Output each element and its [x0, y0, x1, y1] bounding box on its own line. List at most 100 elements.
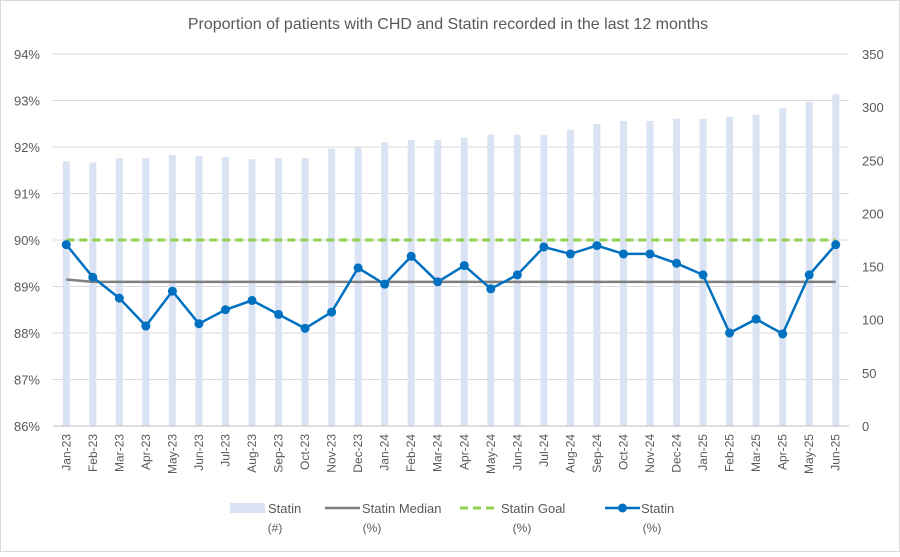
- legend: Statin (#) Statin Median (%) Statin Goal (%) S…: [230, 501, 674, 535]
- legend-unit: (%): [643, 521, 662, 535]
- bar: [646, 120, 654, 427]
- statin-point: [247, 295, 257, 305]
- y-right-tick-label: 300: [862, 100, 884, 115]
- x-tick-label: Dec-24: [670, 434, 684, 473]
- legend-unit: (%): [363, 521, 382, 535]
- statin-point: [274, 309, 284, 319]
- x-tick-label: Apr-25: [776, 434, 790, 470]
- bar: [619, 120, 627, 427]
- bar: [487, 134, 495, 426]
- legend-label: Statin Goal: [501, 501, 565, 516]
- statin-point: [751, 314, 761, 324]
- bar: [752, 114, 760, 426]
- x-tick-label: Jun-23: [192, 434, 206, 471]
- bar: [726, 116, 734, 427]
- x-tick-label: Oct-24: [616, 434, 630, 470]
- y-left-tick-label: 93%: [14, 94, 40, 109]
- statin-point: [167, 286, 177, 296]
- statin-point: [353, 263, 363, 273]
- y-left-tick-label: 89%: [14, 280, 40, 295]
- x-tick-label: Aug-23: [245, 434, 259, 473]
- bar: [221, 157, 229, 426]
- y-left-tick-label: 87%: [14, 373, 40, 388]
- bar: [354, 147, 362, 426]
- y-right-tick-label: 200: [862, 206, 884, 221]
- y-left-tick-label: 92%: [14, 140, 40, 155]
- statin-point: [327, 307, 337, 317]
- y-right-tick-label: 100: [862, 313, 884, 328]
- x-tick-label: Feb-24: [404, 434, 418, 472]
- x-tick-label: Sep-23: [272, 434, 286, 473]
- statin-point: [592, 241, 602, 251]
- statin-point: [486, 284, 496, 294]
- x-tick-label: Apr-24: [457, 434, 471, 470]
- x-tick-label: Jan-25: [696, 434, 710, 471]
- bar: [301, 158, 309, 426]
- bar: [779, 108, 787, 426]
- bar: [89, 162, 97, 426]
- x-tick-label: Mar-25: [749, 434, 763, 472]
- statin-point: [220, 305, 230, 315]
- x-tick-label: Feb-23: [86, 434, 100, 472]
- y-right-tick-label: 350: [862, 47, 884, 62]
- statin-point: [539, 242, 549, 252]
- x-tick-label: May-24: [484, 434, 498, 474]
- bar: [142, 158, 150, 426]
- x-tick-label: May-25: [802, 434, 816, 474]
- statin-point: [512, 270, 522, 280]
- x-tick-label: Jan-24: [378, 434, 392, 471]
- bar: [115, 158, 123, 426]
- x-tick-label: Aug-24: [563, 434, 577, 473]
- x-tick-label: Jul-23: [218, 434, 232, 467]
- x-tick-label: Apr-23: [139, 434, 153, 470]
- x-tick-label: Oct-23: [298, 434, 312, 470]
- statin-point: [88, 272, 98, 282]
- legend-label: Statin: [641, 501, 674, 516]
- bar: [593, 124, 601, 427]
- legend-unit: (#): [268, 521, 283, 535]
- bar: [62, 161, 70, 426]
- statin-point: [672, 258, 682, 268]
- statin-point: [380, 279, 390, 289]
- statin-point: [114, 293, 124, 303]
- x-tick-label: May-23: [165, 434, 179, 474]
- statin-point: [194, 319, 204, 329]
- statin-point: [459, 261, 469, 271]
- y-right-tick-label: 250: [862, 153, 884, 168]
- bar: [195, 156, 203, 426]
- y-left-tick-label: 90%: [14, 233, 40, 248]
- axes: 86% 87% 88% 89% 90% 91% 92% 93% 94% 0 50 100 150 200 2…: [14, 47, 884, 474]
- y-right-tick-label: 0: [862, 419, 869, 434]
- legend-label: Statin Median: [362, 501, 442, 516]
- bar: [328, 148, 336, 426]
- y-right-tick-label: 150: [862, 260, 884, 275]
- x-tick-label: Nov-24: [643, 434, 657, 473]
- bar: [832, 94, 840, 426]
- x-tick-label: Nov-23: [325, 434, 339, 473]
- bar: [248, 159, 256, 427]
- x-tick-label: Jan-23: [59, 434, 73, 471]
- statin-line: [65, 243, 837, 336]
- statin-point: [698, 270, 708, 280]
- bar: [513, 134, 521, 426]
- legend-swatch-statin-count: [230, 503, 265, 513]
- line-series: [61, 238, 841, 339]
- x-tick-label: Mar-24: [431, 434, 445, 472]
- y-right-tick-label: 50: [862, 366, 876, 381]
- statin-point: [141, 321, 151, 331]
- chart-title: Proportion of patients with CHD and Stat…: [188, 16, 708, 33]
- x-tick-label: Feb-25: [723, 434, 737, 472]
- statin-point: [565, 249, 575, 259]
- x-tick-label: Jun-25: [829, 434, 843, 471]
- y-left-tick-label: 91%: [14, 187, 40, 202]
- statin-point: [618, 249, 628, 259]
- x-tick-label: Jun-24: [510, 434, 524, 471]
- statin-point: [61, 240, 71, 250]
- statin-point: [725, 328, 735, 338]
- bar: [805, 101, 813, 426]
- x-tick-label: Sep-24: [590, 434, 604, 473]
- statin-point: [778, 329, 788, 339]
